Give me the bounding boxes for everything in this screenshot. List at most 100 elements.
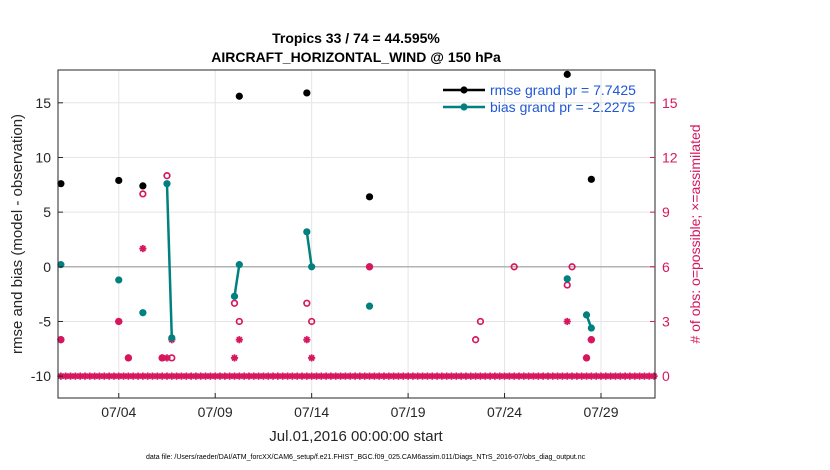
obs-star-stroke	[482, 372, 489, 380]
obs-star-stroke	[318, 372, 325, 380]
obs-assimilated-zero-marker	[76, 372, 84, 380]
obs-assimilated-zero-marker	[187, 372, 195, 380]
chart-title-line1: Tropics 33 / 74 = 44.595%	[272, 30, 440, 46]
obs-star-stroke	[588, 372, 595, 380]
obs-star-stroke	[322, 372, 330, 380]
obs-star-stroke	[486, 372, 494, 380]
obs-assimilated-zero-marker	[163, 372, 171, 380]
obs-star-stroke	[207, 372, 214, 380]
obs-possible-marker	[230, 299, 239, 307]
y-tick-label-right: 6	[662, 259, 670, 275]
obs-star-stroke	[62, 372, 69, 380]
obs-assimilated-zero-marker	[221, 372, 229, 380]
obs-star-stroke	[332, 372, 339, 380]
obs-star-stroke	[231, 372, 238, 380]
legend-label-bias: bias grand pr = -2.2275	[490, 99, 635, 115]
obs-assimilated-zero-marker	[558, 372, 567, 380]
obs-assimilated-zero-marker	[317, 372, 325, 380]
obs-star-stroke	[621, 372, 629, 380]
obs-star-stroke	[597, 372, 605, 380]
obs-star-stroke	[72, 372, 79, 380]
obs-star-stroke	[342, 372, 349, 380]
obs-star-stroke	[289, 372, 296, 380]
x-tick-label: 07/09	[198, 404, 233, 420]
rmse-point	[57, 180, 65, 188]
obs-star-stroke	[409, 372, 417, 380]
obs-assimilated-zero-marker	[582, 372, 591, 380]
obs-star-stroke	[472, 372, 479, 380]
obs-star-stroke	[337, 372, 344, 380]
y-axis-label-left: rmse and bias (model - observation)	[9, 114, 26, 354]
obs-star-stroke	[308, 372, 315, 380]
obs-assimilated-zero-marker	[481, 372, 489, 380]
obs-assimilated-zero-marker	[491, 372, 499, 380]
obs-star-stroke	[139, 372, 147, 380]
obs-star-stroke	[202, 372, 209, 380]
obs-assimilated-zero-marker	[635, 372, 644, 380]
obs-star-stroke	[539, 372, 547, 380]
obs-star-stroke	[414, 372, 421, 380]
obs-star-stroke	[240, 372, 248, 380]
plot-area	[58, 70, 655, 398]
legend: rmse grand pr = 7.7425 bias grand pr = -…	[443, 82, 636, 115]
obs-assimilated-zero-marker	[525, 372, 533, 380]
obs-star-stroke	[279, 372, 286, 380]
obs-star-stroke	[260, 372, 267, 380]
obs-star-stroke	[303, 336, 310, 343]
obs-star-stroke	[347, 372, 354, 380]
obs-star-stroke	[395, 372, 402, 380]
obs-star-stroke	[429, 372, 436, 380]
footer-data-file: data file: /Users/raeder/DAI/ATM_forcXX/…	[146, 454, 586, 461]
obs-star-stroke	[602, 372, 609, 380]
obs-assimilated-zero-marker	[573, 372, 581, 380]
obs-possible-marker	[235, 317, 243, 326]
bias-point	[303, 228, 311, 236]
legend-label-rmse: rmse grand pr = 7.7425	[490, 82, 636, 98]
x-tick-label: 07/24	[487, 404, 522, 420]
y-tick-label-left: -5	[39, 313, 52, 329]
y-tick-label-right: 12	[662, 149, 678, 165]
obs-star-stroke	[366, 372, 373, 380]
obs-assimilated-zero-marker	[230, 372, 239, 380]
obs-star-stroke	[216, 372, 224, 380]
obs-star-stroke	[390, 372, 397, 380]
obs-assimilated-zero-marker	[467, 372, 475, 380]
obs-possible-marker	[163, 172, 171, 180]
obs-possible-marker	[365, 263, 374, 271]
obs-star-stroke	[554, 372, 561, 380]
obs-star-stroke	[134, 372, 142, 380]
rmse-point	[303, 89, 311, 97]
bias-point	[582, 311, 591, 319]
obs-assimilated-marker	[303, 336, 311, 344]
obs-star-stroke	[221, 372, 229, 380]
obs-possible-marker	[168, 354, 176, 362]
obs-star-stroke	[298, 372, 306, 380]
obs-star-stroke	[462, 372, 470, 380]
obs-star-stroke	[564, 372, 571, 380]
obs-assimilated-zero-marker	[182, 372, 190, 380]
obs-star-stroke	[81, 372, 89, 380]
y-tick-label-left: 10	[35, 149, 51, 165]
bias-point	[563, 275, 571, 283]
obs-assimilated-zero-marker	[119, 372, 128, 380]
chart-title-line2: AIRCRAFT_HORIZONTAL_WIND @ 150 hPa	[211, 49, 501, 65]
obs-star-stroke	[520, 372, 527, 380]
obs-star-stroke	[231, 354, 238, 362]
obs-assimilated-zero-marker	[279, 372, 287, 380]
obs-star-stroke	[144, 372, 151, 380]
obs-star-stroke	[636, 372, 643, 380]
obs-star-stroke	[86, 372, 93, 380]
y-axis-label-right: # of obs: o=possible; ×=assimilated	[687, 124, 703, 343]
obs-star-stroke	[197, 372, 204, 380]
obs-star-stroke	[274, 372, 282, 380]
obs-star-stroke	[226, 372, 233, 380]
obs-star-stroke	[419, 372, 426, 380]
obs-star-stroke	[496, 372, 503, 380]
obs-star-stroke	[535, 372, 542, 380]
obs-star-stroke	[212, 372, 219, 380]
obs-star-stroke	[183, 372, 190, 380]
rmse-point	[139, 182, 147, 190]
series-layer	[57, 70, 595, 342]
obs-star-stroke	[294, 372, 301, 380]
obs-assimilated-zero-marker	[100, 372, 108, 380]
